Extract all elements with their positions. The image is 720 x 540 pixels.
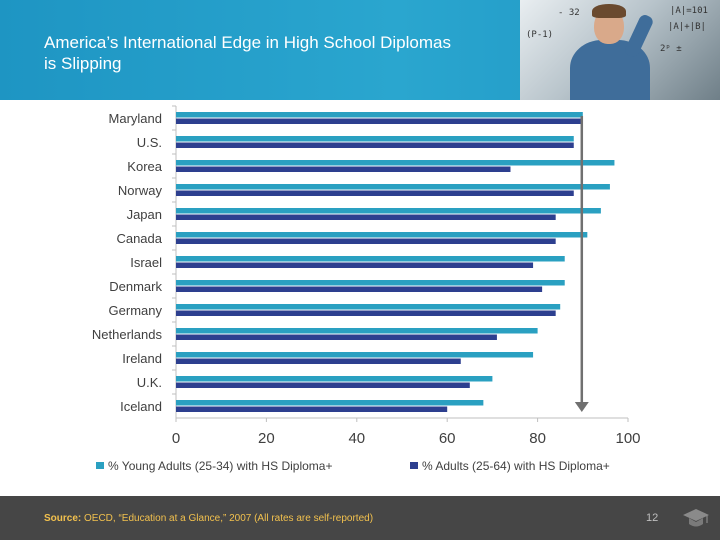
board-equation: |A|=101 bbox=[670, 6, 708, 16]
bar-adults bbox=[176, 262, 534, 268]
reference-arrow-head bbox=[574, 402, 589, 412]
bar-adults bbox=[176, 142, 574, 148]
x-tick-label: 20 bbox=[258, 430, 275, 447]
bar-adults bbox=[176, 166, 511, 172]
graduation-cap-icon bbox=[683, 509, 709, 527]
bar-young-adults bbox=[176, 352, 534, 358]
bar-young-adults bbox=[176, 376, 493, 382]
x-tick-label: 60 bbox=[439, 430, 456, 447]
bar-adults bbox=[176, 190, 574, 196]
board-equation: |A|+|B| bbox=[668, 22, 706, 32]
category-label: Germany bbox=[109, 303, 163, 318]
person-hair bbox=[592, 4, 626, 18]
bar-adults bbox=[176, 118, 583, 124]
slide-title: America’s International Edge in High Sch… bbox=[44, 33, 451, 73]
legend-label-young-adults: % Young Adults (25-34) with HS Diploma+ bbox=[108, 459, 332, 473]
source-label: Source: bbox=[44, 513, 82, 524]
bar-young-adults bbox=[176, 256, 565, 262]
category-label: Netherlands bbox=[92, 327, 163, 342]
board-equation: 2ᵖ ± bbox=[660, 44, 682, 54]
legend-swatch-adults bbox=[410, 462, 418, 469]
board-equation: - 32 bbox=[558, 8, 580, 18]
bar-adults bbox=[176, 406, 448, 412]
category-label: Canada bbox=[116, 231, 162, 246]
bar-young-adults bbox=[176, 208, 601, 214]
source-note: Source: OECD, “Education at a Glance,” 2… bbox=[44, 513, 373, 524]
category-label: Maryland bbox=[109, 111, 162, 126]
source-text: OECD, “Education at a Glance,” 2007 (All… bbox=[81, 513, 374, 524]
board-equation: (P-1) bbox=[526, 30, 554, 40]
bar-adults bbox=[176, 238, 556, 244]
category-label: Korea bbox=[127, 159, 162, 174]
bar-young-adults bbox=[176, 328, 538, 334]
bar-adults bbox=[176, 334, 497, 340]
bar-young-adults bbox=[176, 232, 588, 238]
legend-label-adults: % Adults (25-64) with HS Diploma+ bbox=[422, 459, 610, 473]
header-band: America’s International Edge in High Sch… bbox=[0, 0, 720, 100]
bar-adults bbox=[176, 286, 543, 292]
category-label: U.S. bbox=[137, 135, 162, 150]
bar-young-adults bbox=[176, 136, 574, 142]
bar-young-adults bbox=[176, 160, 615, 166]
bar-chart: 0 20 40 60 80 100 Maryland U.S. Korea Norway Japan… bbox=[92, 105, 641, 473]
bar-young-adults bbox=[176, 304, 561, 310]
category-label: Japan bbox=[127, 207, 162, 222]
x-tick-label: 80 bbox=[529, 430, 546, 447]
x-tick-label: 100 bbox=[615, 430, 640, 447]
bar-young-adults bbox=[176, 280, 565, 286]
legend-swatch-young-adults bbox=[96, 462, 104, 469]
bar-adults bbox=[176, 310, 556, 316]
category-label: Iceland bbox=[120, 399, 162, 414]
footer-bar: Source: OECD, “Education at a Glance,” 2… bbox=[0, 496, 720, 540]
teacher-photo: - 32 |A|=101 |A|+|B| 2ᵖ ± (P-1) bbox=[520, 0, 720, 100]
category-label: U.K. bbox=[137, 375, 162, 390]
person-arm bbox=[623, 13, 655, 59]
bar-young-adults bbox=[176, 112, 583, 118]
category-label: Israel bbox=[130, 255, 162, 270]
category-label: Denmark bbox=[109, 279, 162, 294]
x-tick-label: 40 bbox=[348, 430, 365, 447]
bar-adults bbox=[176, 214, 556, 220]
bar-young-adults bbox=[176, 184, 610, 190]
x-tick-label: 0 bbox=[172, 430, 180, 447]
bar-adults bbox=[176, 382, 470, 388]
bar-young-adults bbox=[176, 400, 484, 406]
page-number: 12 bbox=[646, 512, 659, 524]
category-label: Ireland bbox=[122, 351, 162, 366]
bar-adults bbox=[176, 358, 461, 364]
category-label: Norway bbox=[118, 183, 163, 198]
